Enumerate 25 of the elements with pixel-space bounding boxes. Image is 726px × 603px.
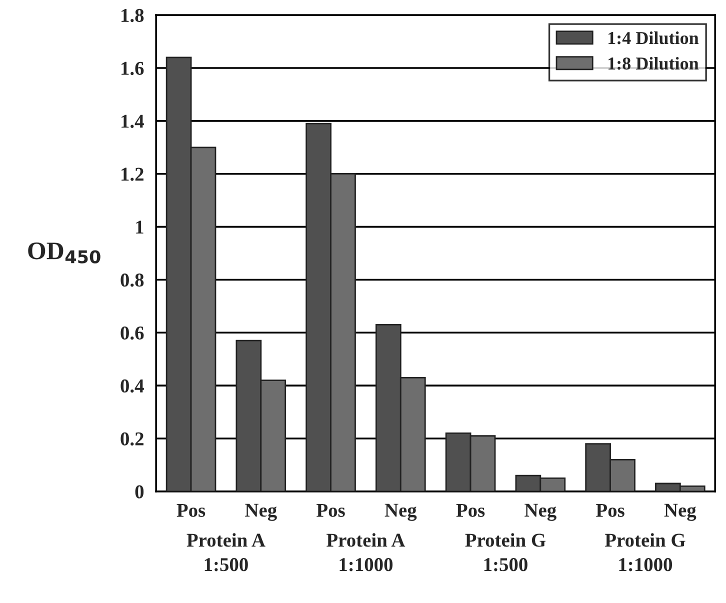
y-tick-label: 1 (136, 220, 144, 234)
x-tick-label: Pos (596, 504, 624, 517)
x-tick-label: Neg (245, 504, 277, 521)
y-tick-label: 1.8 (122, 8, 144, 22)
text: Protein A 1:1000 (326, 533, 406, 572)
y-tick-label: 0.6 (120, 326, 144, 340)
legend-label: 1:4 Dilution (608, 31, 699, 44)
y-tick-label: 1.2 (122, 168, 144, 181)
x-tick-label: Pos (316, 504, 345, 517)
y-tick-label: 0.4 (120, 379, 144, 393)
x-tick-label: Pos (176, 504, 206, 517)
y-tick-label: 1.4 (122, 114, 144, 128)
x-tick-label: Pos (456, 504, 485, 517)
x-tick-label: Neg (384, 504, 417, 521)
text: Protein G 1:1000 (604, 533, 686, 572)
y-tick-label: 1.6 (122, 62, 144, 76)
x-tick-label: Neg (664, 504, 696, 521)
text: Protein A 1:500 (186, 533, 266, 572)
x-tick-label: Neg (524, 504, 556, 521)
y-tick-label: 0.8 (120, 274, 144, 287)
y-tick-label: 0 (135, 485, 144, 498)
legend-label: 1:8 Dilution (608, 56, 699, 70)
y-axis-title: OD$_{450}$ (28, 242, 100, 264)
text: Protein G 1:500 (465, 533, 546, 572)
y-tick-label: 0.2 (120, 432, 144, 446)
